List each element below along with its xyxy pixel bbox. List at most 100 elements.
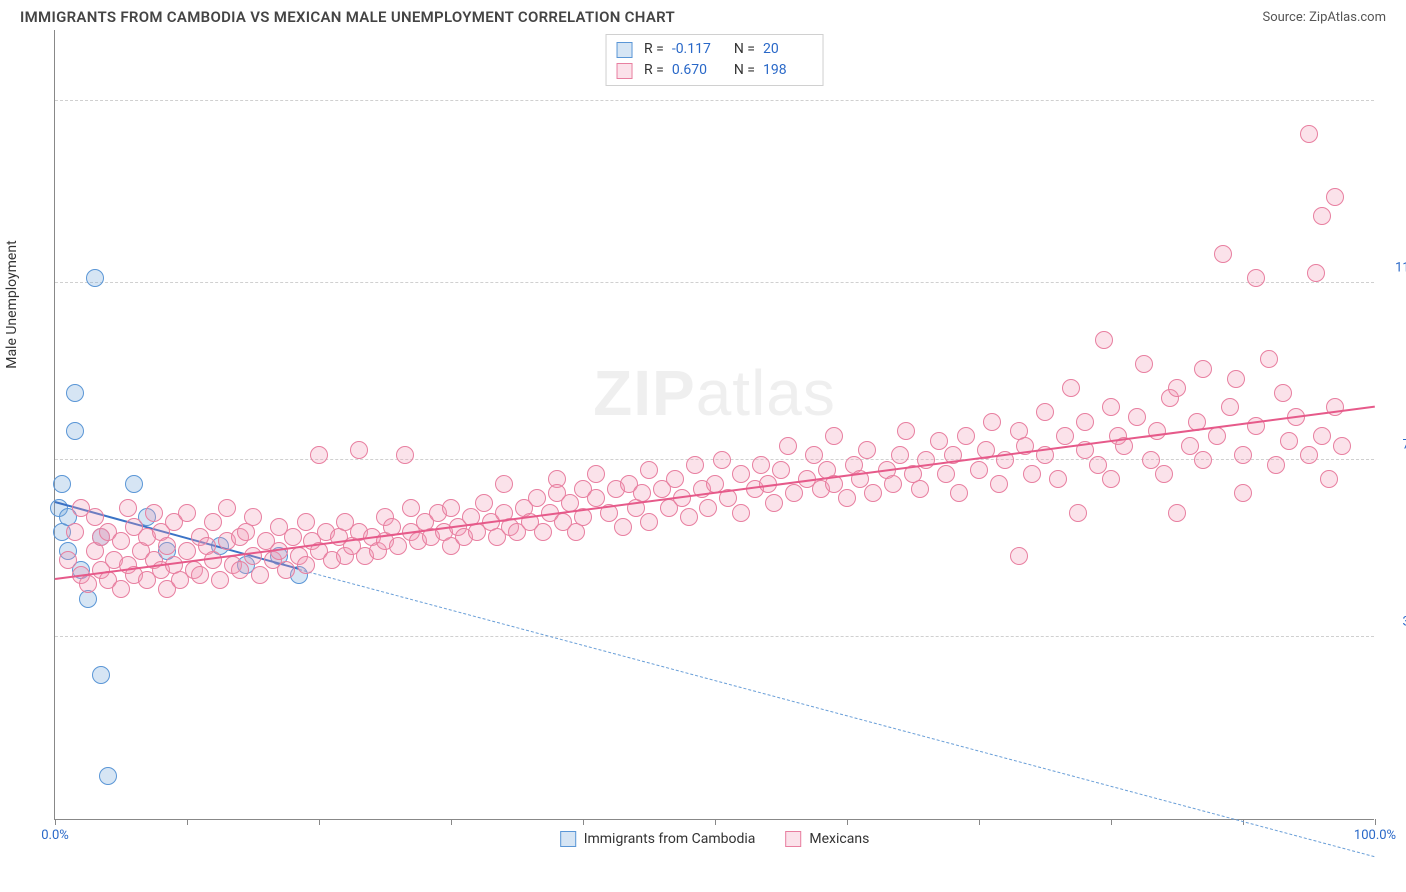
data-point-mexicans xyxy=(1333,437,1351,455)
data-point-mexicans xyxy=(699,499,717,517)
chart-title: IMMIGRANTS FROM CAMBODIA VS MEXICAN MALE… xyxy=(20,8,675,26)
data-point-mexicans xyxy=(1260,350,1278,368)
data-point-mexicans xyxy=(1128,408,1146,426)
watermark: ZIPatlas xyxy=(593,356,836,430)
x-tick xyxy=(1375,819,1376,825)
series-legend: Immigrants from Cambodia Mexicans xyxy=(560,831,870,847)
data-point-mexicans xyxy=(396,446,414,464)
r-value-cambodia: -0.117 xyxy=(672,39,722,60)
source-value: ZipAtlas.com xyxy=(1309,10,1386,25)
data-point-mexicans xyxy=(1036,403,1054,421)
data-point-mexicans xyxy=(1214,245,1232,263)
data-point-mexicans xyxy=(1010,547,1028,565)
data-point-mexicans xyxy=(825,427,843,445)
data-point-mexicans xyxy=(990,475,1008,493)
data-point-mexicans xyxy=(534,523,552,541)
swatch-cambodia-icon xyxy=(616,42,632,58)
data-point-mexicans xyxy=(350,441,368,459)
legend-item-cambodia: Immigrants from Cambodia xyxy=(560,831,756,847)
trend-line xyxy=(55,405,1375,579)
data-point-mexicans xyxy=(297,556,315,574)
data-point-mexicans xyxy=(970,461,988,479)
swatch-mexicans-icon xyxy=(616,63,632,79)
data-point-mexicans xyxy=(930,432,948,450)
data-point-mexicans xyxy=(1234,446,1252,464)
data-point-mexicans xyxy=(772,461,790,479)
data-point-mexicans xyxy=(937,465,955,483)
data-point-mexicans xyxy=(277,561,295,579)
data-point-mexicans xyxy=(1095,331,1113,349)
legend-item-mexicans: Mexicans xyxy=(785,831,869,847)
data-point-mexicans xyxy=(785,484,803,502)
data-point-mexicans xyxy=(1313,427,1331,445)
data-point-cambodia xyxy=(53,475,71,493)
data-point-mexicans xyxy=(79,575,97,593)
x-tick xyxy=(187,819,188,825)
data-point-mexicans xyxy=(897,422,915,440)
data-point-mexicans xyxy=(218,499,236,517)
data-point-mexicans xyxy=(495,475,513,493)
r-label: R = xyxy=(644,39,664,60)
trend-line-extrapolated xyxy=(299,569,1375,857)
data-point-mexicans xyxy=(1089,456,1107,474)
x-tick xyxy=(847,819,848,825)
data-point-cambodia xyxy=(99,767,117,785)
data-point-mexicans xyxy=(1247,269,1265,287)
data-point-mexicans xyxy=(1102,470,1120,488)
plot-area: ZIPatlas R = -0.117 N = 20 R = 0.670 N =… xyxy=(54,30,1374,820)
data-point-mexicans xyxy=(1148,422,1166,440)
data-point-mexicans xyxy=(1326,188,1344,206)
data-point-mexicans xyxy=(211,571,229,589)
data-point-mexicans xyxy=(442,499,460,517)
n-label: N = xyxy=(734,39,755,60)
data-point-mexicans xyxy=(1194,360,1212,378)
data-point-mexicans xyxy=(779,437,797,455)
y-axis-label: Male Unemployment xyxy=(4,240,20,368)
data-point-mexicans xyxy=(1069,504,1087,522)
data-point-mexicans xyxy=(310,446,328,464)
y-tick-label: 7.5% xyxy=(1380,437,1406,452)
data-point-mexicans xyxy=(983,413,1001,431)
data-point-cambodia xyxy=(92,666,110,684)
data-point-mexicans xyxy=(614,518,632,536)
data-point-mexicans xyxy=(145,504,163,522)
data-point-mexicans xyxy=(1023,465,1041,483)
n-value-cambodia: 20 xyxy=(763,39,813,60)
data-point-mexicans xyxy=(1181,437,1199,455)
data-point-mexicans xyxy=(640,513,658,531)
source-attribution: Source: ZipAtlas.com xyxy=(1262,10,1386,25)
data-point-mexicans xyxy=(297,513,315,531)
data-point-mexicans xyxy=(112,532,130,550)
data-point-mexicans xyxy=(864,484,882,502)
grid-line xyxy=(55,636,1374,637)
data-point-mexicans xyxy=(86,508,104,526)
data-point-mexicans xyxy=(251,566,269,584)
x-tick xyxy=(1111,819,1112,825)
data-point-mexicans xyxy=(858,441,876,459)
x-tick xyxy=(451,819,452,825)
data-point-mexicans xyxy=(1135,355,1153,373)
data-point-mexicans xyxy=(231,561,249,579)
data-point-mexicans xyxy=(911,480,929,498)
data-point-mexicans xyxy=(112,580,130,598)
data-point-mexicans xyxy=(1049,470,1067,488)
data-point-mexicans xyxy=(389,537,407,555)
x-tick-label: 0.0% xyxy=(41,828,69,843)
data-point-mexicans xyxy=(1168,379,1186,397)
data-point-mexicans xyxy=(1320,470,1338,488)
y-tick-label: 3.8% xyxy=(1380,615,1406,630)
data-point-mexicans xyxy=(1280,432,1298,450)
data-point-mexicans xyxy=(1313,207,1331,225)
watermark-light: atlas xyxy=(696,357,836,429)
legend-row-cambodia: R = -0.117 N = 20 xyxy=(616,39,813,60)
x-tick xyxy=(583,819,584,825)
x-tick xyxy=(319,819,320,825)
data-point-mexicans xyxy=(1274,384,1292,402)
data-point-mexicans xyxy=(1194,451,1212,469)
data-point-mexicans xyxy=(204,551,222,569)
r-label: R = xyxy=(644,60,664,81)
data-point-mexicans xyxy=(713,451,731,469)
watermark-bold: ZIP xyxy=(593,357,696,429)
x-tick xyxy=(55,819,56,825)
data-point-mexicans xyxy=(891,446,909,464)
